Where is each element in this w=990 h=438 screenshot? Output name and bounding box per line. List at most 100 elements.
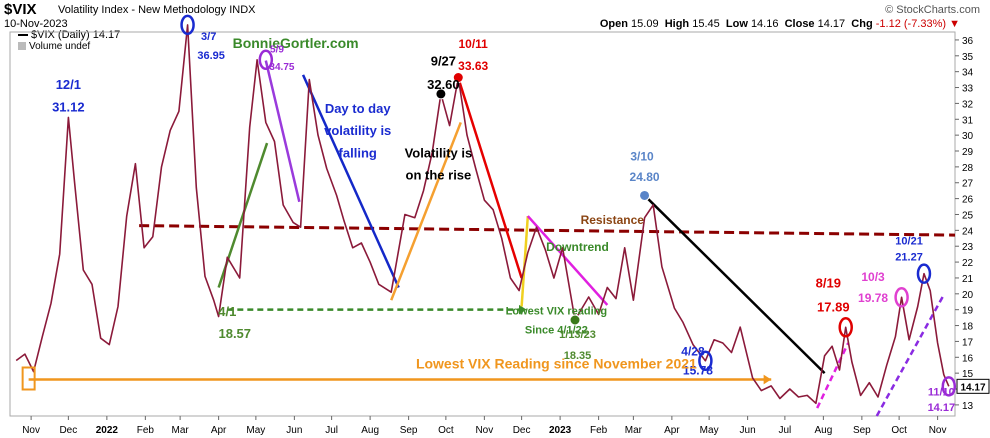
y-tick-label: 18 (962, 322, 974, 333)
y-tick-label: 19 (962, 306, 974, 317)
y-tick-label: 17 (962, 337, 974, 348)
x-tick-label: May (700, 425, 719, 436)
y-tick-label: 27 (962, 179, 974, 190)
oct3-circle-ellipse (894, 287, 909, 308)
oct3-date: 10/3 (861, 270, 885, 284)
x-tick-label: Feb (590, 425, 608, 436)
legend-volume-label: Volume undef (29, 41, 91, 52)
may9-circle-ellipse (258, 49, 274, 71)
may9-date: 5/9 (270, 45, 284, 56)
y-tick-label: 33 (962, 84, 974, 95)
x-tick-label: Mar (625, 425, 643, 436)
x-tick-label: Apr (211, 425, 227, 436)
down-arrow-icon: ▼ (949, 18, 960, 30)
x-tick-label: Oct (891, 425, 907, 436)
oct21-value: 21.27 (895, 251, 923, 263)
ohlc-readout: Open 15.09 High 15.45 Low 14.16 Close 14… (600, 18, 960, 30)
x-tick-label: 2022 (96, 425, 119, 436)
mar7-circle-ellipse (180, 14, 195, 36)
chg-label: Chg (851, 18, 873, 30)
dec1-value: 31.12 (52, 99, 85, 114)
nov10-date: 11/10 (928, 386, 955, 398)
legend-series-label: $VIX (Daily) 14.17 (31, 29, 121, 41)
lowest-since-2: Since 4/1/22 (525, 324, 588, 336)
falling-3: falling (339, 145, 377, 160)
orange-rise-line (390, 121, 462, 301)
chg-value: -1.12 (-7.33%) (875, 18, 947, 30)
apr1-date: 4/1 (218, 304, 236, 319)
black-fall-line (643, 194, 826, 375)
y-tick-label: 26 (962, 195, 974, 206)
oct3-value: 19.78 (858, 291, 888, 305)
y-tick-label: 21 (962, 274, 974, 285)
x-tick-label: Nov (929, 425, 947, 436)
sep27-date: 9/27 (431, 53, 456, 68)
yellow-rise-line (520, 215, 530, 307)
downtrend-label: Downtrend (546, 240, 609, 254)
purple-rise-line (875, 296, 944, 417)
x-tick-label: Aug (361, 425, 379, 436)
open-value: 15.09 (631, 18, 659, 30)
jan13-dot-dot (569, 314, 581, 326)
red-fall-line (457, 77, 523, 279)
jan13-date: 1/13/23 (559, 329, 596, 341)
apr28-date: 4/28 (681, 345, 705, 359)
y-tick-label: 34 (962, 68, 974, 79)
sep27-value: 32.60 (427, 77, 460, 92)
close-value: 14.17 (817, 18, 846, 30)
green-rise-line (217, 142, 269, 288)
y-tick-label: 25 (962, 210, 974, 221)
y-tick-label: 20 (962, 290, 974, 301)
nov10-circle-ellipse (941, 376, 957, 397)
apr1-level-arrowhead (518, 304, 527, 315)
y-tick-label: 28 (962, 163, 974, 174)
x-tick-label: Sep (400, 425, 418, 436)
mar7-date: 3/7 (201, 31, 216, 43)
low-value: 14.16 (750, 18, 779, 30)
x-tick-label: Jun (740, 425, 756, 436)
apr28-value: 15.78 (683, 364, 713, 378)
close-label: Close (784, 18, 815, 30)
apr1-value: 18.57 (218, 326, 251, 341)
x-tick-label: Sep (853, 425, 871, 436)
last-value-label: 14.17 (960, 382, 985, 393)
y-tick-label: 24 (962, 226, 974, 237)
rise-2: on the rise (406, 168, 472, 183)
y-tick-label: 16 (962, 353, 974, 364)
oct21-circle-ellipse (916, 263, 932, 284)
blue-fall-line (301, 74, 400, 288)
mar10-value: 24.80 (630, 170, 660, 184)
y-tick-label: 31 (962, 115, 974, 126)
y-tick-label: 14 (962, 385, 974, 396)
markers (21, 14, 957, 397)
oct11-dot-dot (452, 72, 464, 84)
legend-volume: Volume undef (18, 41, 90, 52)
y-tick-label: 15 (962, 369, 974, 380)
brand-label: © StockCharts.com (885, 4, 980, 16)
x-tick-label: Nov (475, 425, 493, 436)
oct11-date: 10/11 (458, 37, 488, 51)
start-box-box (21, 366, 36, 391)
high-value: 15.45 (692, 18, 720, 30)
jan13-value: 18.35 (564, 350, 592, 362)
legend-line-swatch (18, 34, 28, 37)
bonnie-label: BonnieGortler.com (233, 35, 359, 51)
x-tick-label: Jul (325, 425, 338, 436)
x-tick-label: 2023 (549, 425, 572, 436)
x-tick-label: Feb (137, 425, 155, 436)
apr28-circle-ellipse (698, 350, 713, 372)
plot-frame (9, 31, 956, 417)
y-tick-label: 23 (962, 242, 974, 253)
chart-description: Volatility Index - New Methodology INDX (58, 4, 256, 16)
x-tick-label: Oct (438, 425, 454, 436)
x-tick-label: Nov (22, 425, 40, 436)
oct11-value: 33.63 (458, 59, 488, 73)
aug19-value: 17.89 (817, 299, 850, 314)
oct21-date: 10/21 (895, 236, 923, 248)
falling-2: volatility is (324, 123, 391, 138)
x-tick-label: Jun (286, 425, 302, 436)
x-tick-label: Aug (814, 425, 832, 436)
lowest-vix-arrow-arrowhead (763, 374, 772, 385)
